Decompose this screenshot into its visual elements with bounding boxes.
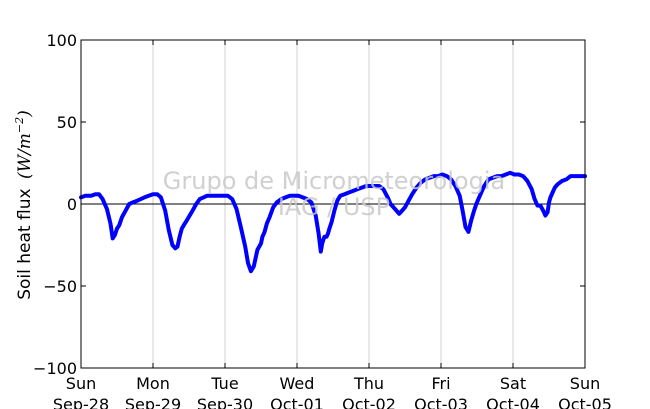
y-tick-label-1: 50 — [57, 113, 77, 132]
axis-ticks: 100500−50−100SunSep-28MonSep-29TueSep-30… — [33, 31, 612, 409]
x-tick-label-day-3: Wed — [280, 374, 315, 393]
x-tick-label-day-4: Thu — [353, 374, 384, 393]
watermark-line-1: Grupo de Micrometeorologia — [163, 167, 505, 195]
x-tick-label-date-4: Oct-02 — [342, 395, 396, 409]
y-tick-label-3: −50 — [43, 277, 77, 296]
y-tick-label-2: 0 — [67, 195, 77, 214]
x-tick-label-day-5: Fri — [431, 374, 450, 393]
x-tick-label-date-2: Sep-30 — [197, 395, 253, 409]
y-axis-label: Soil heat flux (W/m−2) — [13, 110, 35, 300]
x-tick-label-date-1: Sep-29 — [125, 395, 181, 409]
series-layer — [79, 170, 587, 274]
x-tick-label-date-7: Oct-05 — [558, 395, 612, 409]
y-tick-label-0: 100 — [46, 31, 77, 50]
x-tick-label-date-5: Oct-03 — [414, 395, 468, 409]
x-tick-label-day-1: Mon — [136, 374, 170, 393]
x-tick-label-day-7: Sun — [570, 374, 600, 393]
watermark: Grupo de Micrometeorologia IAG / USP — [163, 167, 505, 221]
y-axis-label-unit-exponent: −2 — [13, 117, 26, 133]
x-tick-label-date-0: Sep-28 — [53, 395, 109, 409]
x-tick-label-date-3: Oct-01 — [270, 395, 324, 409]
y-axis-label-text: Soil heat flux — [15, 188, 35, 299]
watermark-line-2: IAG / USP — [278, 193, 390, 221]
x-tick-label-date-6: Oct-04 — [486, 395, 540, 409]
series-line-0 — [79, 170, 587, 274]
x-tick-label-day-2: Tue — [210, 374, 238, 393]
y-tick-label-4: −100 — [33, 359, 77, 378]
x-tick-label-day-6: Sat — [500, 374, 526, 393]
y-axis-label-unit-close: ) — [15, 110, 35, 118]
x-tick-label-day-0: Sun — [66, 374, 96, 393]
y-axis-label-unit: (W/m — [15, 133, 35, 179]
